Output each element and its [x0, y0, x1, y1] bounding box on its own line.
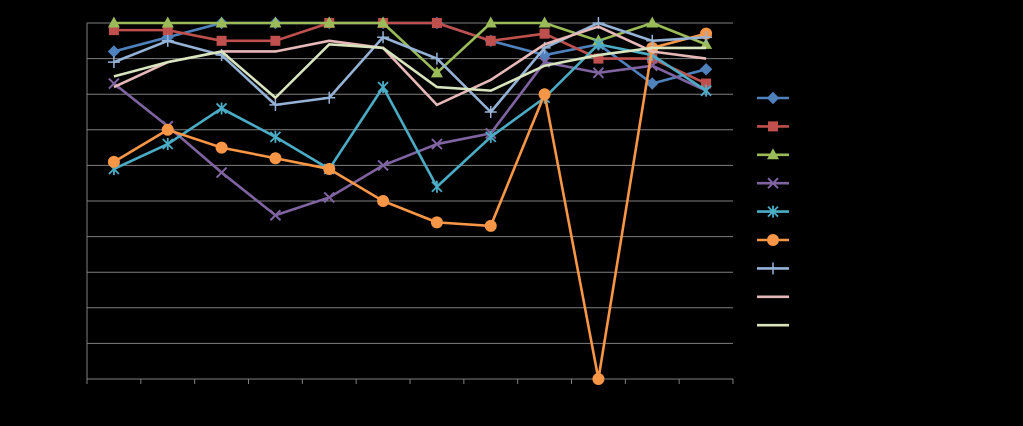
- series-3-point-1: [107, 16, 120, 28]
- series-2-point-4: [270, 35, 281, 46]
- series-6-point-6: [377, 195, 390, 207]
- series-3-point-2: [161, 16, 174, 28]
- series-2-point-8: [485, 35, 496, 46]
- series-6-line: [113, 32, 707, 381]
- series-3-point-4: [269, 16, 282, 28]
- series-5-point-7: [431, 180, 443, 193]
- legend-entry-1: [757, 91, 789, 105]
- series-7-point-2: [161, 34, 174, 47]
- series-4-line: [113, 60, 707, 217]
- series-3-point-8: [484, 16, 497, 28]
- series-4-point-6: [377, 159, 389, 172]
- series-4-point-5: [323, 191, 335, 204]
- series-7-point-4: [269, 98, 282, 111]
- axes: [86, 23, 734, 384]
- series-2-point-3: [216, 35, 227, 46]
- legend-swatch-marker-1: [766, 91, 780, 105]
- series-9: [113, 43, 707, 100]
- series-6-point-2: [161, 123, 174, 136]
- series-5-point-6: [377, 81, 389, 94]
- series-1-point-11: [646, 77, 659, 90]
- series-3-point-9: [538, 16, 551, 28]
- series-7-point-5: [323, 91, 336, 104]
- series-5-point-3: [215, 102, 228, 115]
- legend: [757, 91, 789, 327]
- series-5-line: [113, 43, 707, 189]
- series-3-point-12: [700, 37, 713, 49]
- series-6-point-7: [430, 216, 443, 229]
- legend-entry-7: [757, 262, 789, 275]
- series-6-point-9: [538, 88, 551, 101]
- series-2-point-12: [701, 78, 712, 89]
- legend-entry-5: [757, 205, 789, 218]
- series-3-point-3: [215, 16, 228, 28]
- series-2-line: [113, 21, 707, 85]
- series-1-point-1: [107, 45, 121, 58]
- legend-swatch-marker-3: [767, 148, 779, 160]
- series-group: [107, 16, 713, 385]
- series-2-point-2: [162, 25, 173, 36]
- series-5-point-4: [269, 130, 282, 143]
- legend-swatch-marker-2: [768, 121, 778, 132]
- series-3-point-11: [646, 16, 659, 28]
- series-4-point-10: [592, 67, 605, 79]
- series-7-point-12: [700, 31, 713, 44]
- series-2-point-9: [539, 28, 550, 39]
- series-7-point-1: [107, 56, 120, 69]
- legend-swatch-marker-6: [767, 234, 779, 246]
- legend-entry-4: [757, 177, 789, 189]
- series-6-point-10: [592, 373, 605, 385]
- series-5-point-2: [162, 138, 174, 151]
- series-6-point-5: [323, 162, 336, 175]
- series-7-point-6: [377, 31, 390, 44]
- series-6-point-4: [269, 152, 282, 165]
- series-3-point-6: [377, 16, 390, 28]
- legend-entry-2: [757, 121, 789, 132]
- series-2-point-10: [593, 53, 604, 64]
- series-5-point-12: [700, 84, 712, 97]
- series-5-point-8: [485, 130, 497, 143]
- series-7-point-7: [430, 52, 443, 65]
- gridlines: [87, 22, 733, 344]
- series-3-point-7: [430, 66, 443, 78]
- series-9-line: [113, 43, 707, 100]
- legend-swatch-marker-4: [767, 177, 779, 189]
- series-2-point-7: [431, 18, 442, 28]
- series-6: [107, 27, 713, 385]
- series-3-point-5: [323, 16, 336, 28]
- series-6-point-8: [484, 219, 497, 232]
- series-4-point-3: [215, 166, 228, 179]
- legend-swatch-marker-5: [767, 205, 779, 218]
- series-6-point-1: [107, 155, 120, 168]
- series-4-point-7: [431, 138, 443, 150]
- series-2-point-1: [108, 25, 119, 36]
- legend-entry-3: [757, 148, 789, 160]
- series-7-point-11: [646, 34, 659, 47]
- series-6-point-3: [215, 141, 228, 154]
- series-1-point-12: [699, 63, 713, 76]
- series-4-point-4: [269, 209, 282, 221]
- series-7-point-8: [484, 106, 497, 118]
- legend-swatch-marker-7: [767, 262, 779, 275]
- legend-entry-6: [757, 234, 789, 246]
- series-5-point-10: [592, 38, 605, 51]
